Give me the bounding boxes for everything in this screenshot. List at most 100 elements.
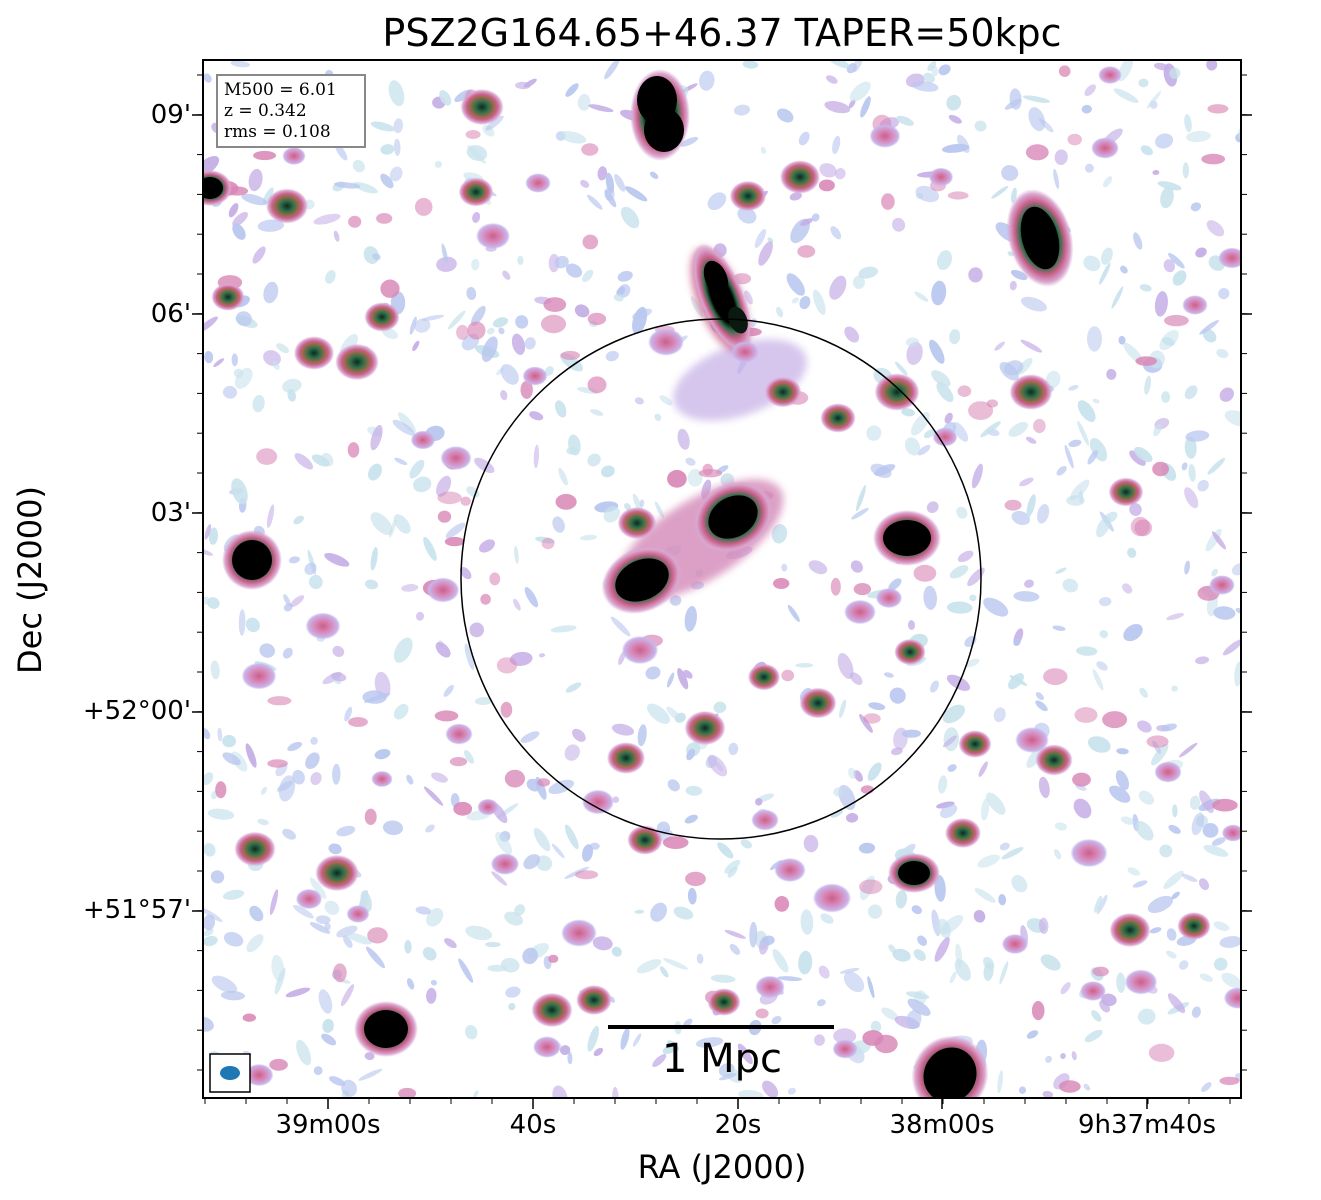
noise-blob bbox=[491, 871, 508, 886]
noise-blob bbox=[370, 121, 396, 132]
noise-blob bbox=[555, 400, 567, 418]
noise-blob bbox=[203, 907, 223, 923]
noise-blob bbox=[565, 682, 582, 693]
noise-blob bbox=[777, 976, 803, 982]
noise-blob bbox=[331, 672, 347, 682]
noise-blob bbox=[1182, 162, 1190, 179]
noise-blob bbox=[287, 388, 297, 402]
noise-blob bbox=[1077, 400, 1096, 422]
compact-source bbox=[1177, 912, 1211, 940]
noise-blob bbox=[467, 321, 486, 340]
faint-source bbox=[241, 662, 277, 690]
noise-blob bbox=[781, 669, 795, 682]
noise-blob bbox=[999, 960, 1009, 985]
figure-title: PSZ2G164.65+46.37 TAPER=50kpc bbox=[382, 11, 1062, 55]
noise-blob bbox=[222, 752, 241, 766]
noise-blob bbox=[211, 975, 238, 994]
noise-blob bbox=[1113, 88, 1139, 104]
noise-blob bbox=[896, 115, 914, 126]
compact-source bbox=[1009, 374, 1053, 410]
noise-blob bbox=[867, 904, 883, 919]
noise-blob bbox=[393, 514, 411, 534]
noise-blob bbox=[1184, 114, 1192, 133]
noise-blob bbox=[904, 437, 921, 456]
noise-blob bbox=[754, 229, 767, 248]
noise-blob bbox=[669, 595, 682, 606]
noise-blob bbox=[956, 506, 968, 519]
noise-blob bbox=[1068, 439, 1082, 448]
noise-blob bbox=[513, 598, 521, 611]
noise-blob bbox=[870, 463, 892, 478]
noise-blob bbox=[559, 131, 587, 144]
noise-blob bbox=[866, 425, 882, 441]
noise-blob bbox=[632, 1033, 642, 1047]
noise-blob bbox=[684, 814, 698, 824]
faint-source bbox=[426, 577, 460, 603]
noise-blob bbox=[447, 310, 466, 330]
noise-blob bbox=[1011, 874, 1028, 893]
noise-blob bbox=[565, 83, 579, 97]
noise-blob bbox=[514, 904, 526, 916]
noise-blob bbox=[942, 704, 966, 724]
noise-blob bbox=[888, 944, 897, 954]
noise-blob bbox=[923, 72, 935, 83]
noise-blob bbox=[370, 424, 383, 451]
noise-blob bbox=[612, 796, 620, 804]
noise-blob bbox=[473, 1090, 479, 1098]
noise-blob bbox=[760, 146, 766, 154]
noise-blob bbox=[466, 286, 477, 301]
noise-blob bbox=[825, 60, 850, 69]
noise-blob bbox=[614, 173, 626, 192]
noise-blob bbox=[931, 370, 951, 387]
noise-blob bbox=[978, 761, 988, 777]
noise-blob bbox=[1168, 824, 1181, 834]
plot-frame bbox=[202, 59, 1242, 1099]
x-axis-title: RA (J2000) bbox=[637, 1148, 807, 1186]
noise-blob bbox=[819, 163, 837, 178]
noise-blob bbox=[324, 900, 340, 915]
noise-blob bbox=[707, 754, 728, 777]
noise-blob bbox=[203, 928, 214, 937]
noise-blob bbox=[956, 134, 970, 154]
noise-blob bbox=[1038, 917, 1049, 934]
noise-blob bbox=[441, 243, 448, 264]
noise-blob bbox=[283, 594, 291, 606]
noise-blob bbox=[843, 971, 865, 993]
noise-blob bbox=[906, 1009, 922, 1029]
noise-blob bbox=[414, 318, 431, 333]
noise-blob bbox=[776, 306, 784, 318]
faint-sources bbox=[241, 66, 1241, 1087]
noise-blob bbox=[1148, 1043, 1175, 1062]
noise-blob bbox=[443, 684, 454, 697]
noise-blob bbox=[524, 337, 536, 350]
noise-blob bbox=[1166, 928, 1177, 941]
noise-blob bbox=[1072, 772, 1091, 787]
noise-blob bbox=[1201, 1082, 1212, 1093]
noise-blob bbox=[947, 764, 957, 772]
noise-blob bbox=[663, 958, 688, 970]
noise-blob bbox=[336, 825, 356, 837]
noise-blob bbox=[839, 699, 847, 718]
noise-blob bbox=[1083, 1083, 1091, 1091]
noise-blob bbox=[548, 954, 559, 963]
noise-blob bbox=[321, 452, 334, 467]
noise-blob bbox=[580, 534, 597, 541]
noise-blob bbox=[1071, 1051, 1077, 1061]
noise-blob bbox=[968, 401, 994, 420]
noise-blob bbox=[811, 213, 820, 222]
noise-blob bbox=[833, 787, 843, 797]
noise-blob bbox=[1001, 847, 1024, 860]
noise-blob bbox=[863, 713, 881, 724]
noise-blob bbox=[1020, 339, 1043, 353]
noise-blob bbox=[558, 467, 568, 486]
noise-blob bbox=[487, 964, 507, 972]
noise-blob bbox=[282, 647, 293, 659]
noise-blob bbox=[1068, 384, 1079, 391]
noise-blob bbox=[1089, 437, 1108, 462]
noise-blob bbox=[498, 327, 505, 335]
noise-blob bbox=[1202, 822, 1219, 838]
noise-blob bbox=[684, 605, 697, 632]
noise-blob bbox=[550, 625, 577, 633]
noise-blob bbox=[315, 915, 331, 925]
noise-blob bbox=[520, 380, 533, 399]
